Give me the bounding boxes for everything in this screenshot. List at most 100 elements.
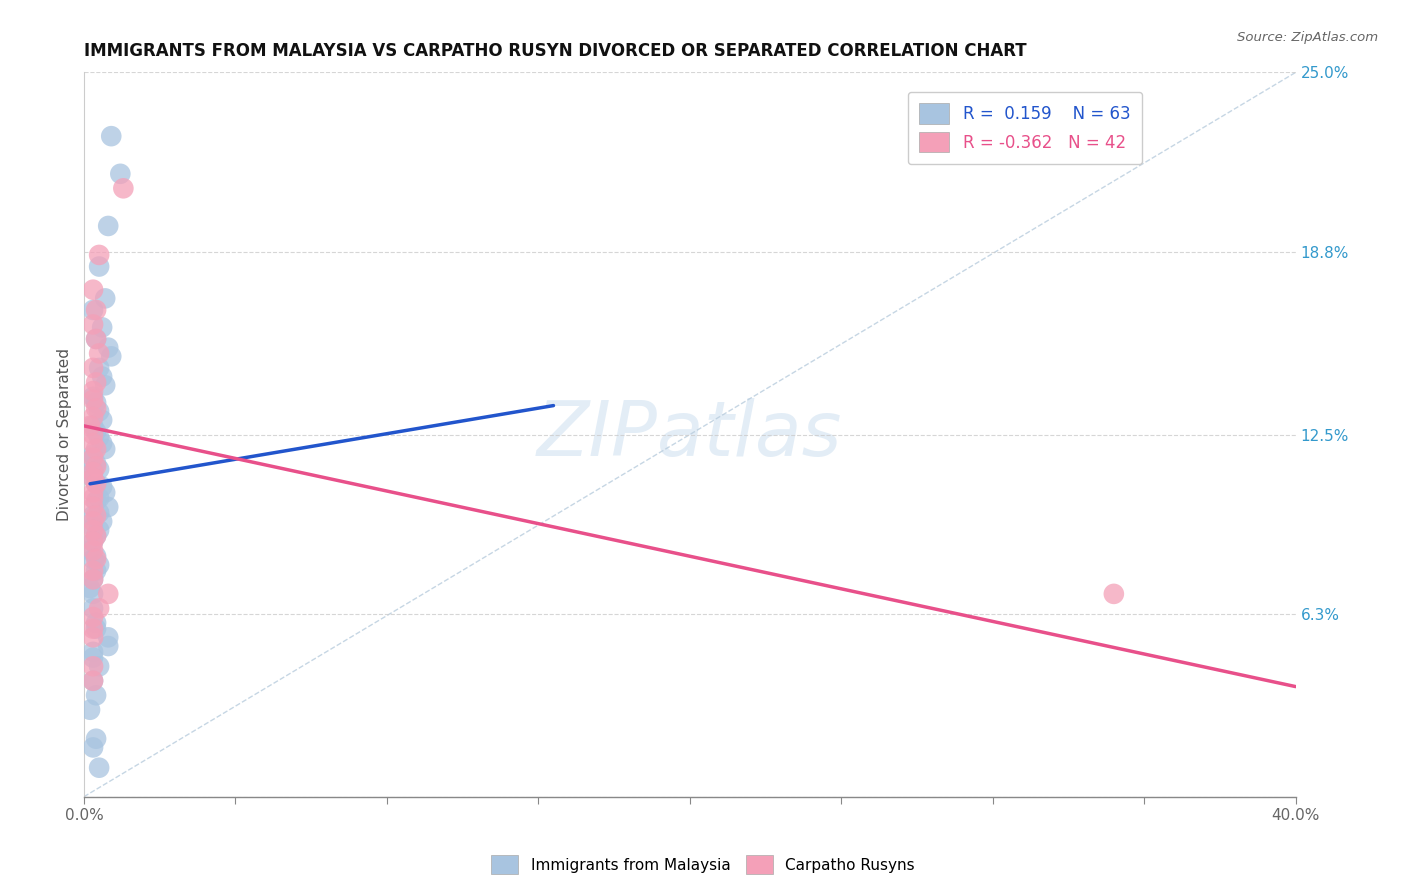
Point — [91, 413, 114, 427]
Point — [1102, 587, 1125, 601]
Point — [84, 459, 107, 474]
Point — [84, 376, 107, 390]
Point — [91, 515, 114, 529]
Point — [100, 349, 122, 363]
Text: ZIPatlas: ZIPatlas — [537, 398, 842, 472]
Point — [82, 448, 104, 462]
Point — [82, 465, 104, 479]
Point — [82, 318, 104, 332]
Point — [82, 587, 104, 601]
Point — [82, 573, 104, 587]
Point — [82, 471, 104, 485]
Text: IMMIGRANTS FROM MALAYSIA VS CARPATHO RUSYN DIVORCED OR SEPARATED CORRELATION CHA: IMMIGRANTS FROM MALAYSIA VS CARPATHO RUS… — [84, 42, 1026, 60]
Point — [82, 418, 104, 433]
Point — [82, 427, 104, 442]
Point — [84, 395, 107, 409]
Point — [110, 167, 132, 181]
Point — [82, 610, 104, 624]
Point — [84, 549, 107, 564]
Point — [94, 485, 117, 500]
Point — [82, 564, 104, 578]
Point — [89, 360, 111, 375]
Point — [89, 404, 111, 418]
Point — [82, 410, 104, 425]
Point — [84, 529, 107, 543]
Point — [82, 500, 104, 514]
Point — [89, 761, 111, 775]
Point — [84, 476, 107, 491]
Point — [84, 529, 107, 543]
Point — [84, 622, 107, 636]
Point — [89, 260, 111, 274]
Point — [82, 534, 104, 549]
Point — [82, 631, 104, 645]
Point — [82, 673, 104, 688]
Point — [84, 688, 107, 702]
Point — [82, 465, 104, 479]
Point — [82, 303, 104, 318]
Point — [84, 494, 107, 508]
Point — [79, 581, 101, 595]
Point — [89, 601, 111, 615]
Point — [84, 332, 107, 346]
Point — [89, 462, 111, 476]
Point — [82, 543, 104, 558]
Point — [84, 303, 107, 318]
Point — [91, 320, 114, 334]
Point — [89, 523, 111, 537]
Point — [89, 430, 111, 444]
Point — [89, 248, 111, 262]
Point — [84, 457, 107, 471]
Point — [91, 369, 114, 384]
Point — [82, 573, 104, 587]
Point — [97, 587, 120, 601]
Point — [82, 520, 104, 534]
Point — [84, 552, 107, 566]
Point — [82, 360, 104, 375]
Legend: Immigrants from Malaysia, Carpatho Rusyns: Immigrants from Malaysia, Carpatho Rusyn… — [485, 849, 921, 880]
Point — [82, 534, 104, 549]
Point — [94, 378, 117, 392]
Point — [82, 436, 104, 450]
Point — [82, 523, 104, 537]
Point — [84, 615, 107, 630]
Point — [84, 332, 107, 346]
Point — [82, 659, 104, 673]
Point — [84, 564, 107, 578]
Point — [94, 442, 117, 456]
Point — [97, 341, 120, 355]
Point — [82, 450, 104, 465]
Point — [82, 515, 104, 529]
Point — [84, 401, 107, 416]
Point — [84, 508, 107, 523]
Point — [89, 659, 111, 673]
Point — [82, 471, 104, 485]
Point — [82, 552, 104, 566]
Point — [84, 442, 107, 456]
Point — [82, 673, 104, 688]
Point — [89, 558, 111, 572]
Point — [82, 485, 104, 500]
Point — [82, 601, 104, 615]
Point — [82, 384, 104, 398]
Text: Source: ZipAtlas.com: Source: ZipAtlas.com — [1237, 31, 1378, 45]
Point — [112, 181, 135, 195]
Point — [82, 390, 104, 404]
Point — [91, 480, 114, 494]
Point — [82, 650, 104, 665]
Point — [82, 491, 104, 506]
Point — [79, 703, 101, 717]
Point — [79, 543, 101, 558]
Point — [84, 425, 107, 439]
Point — [91, 436, 114, 450]
Point — [97, 500, 120, 514]
Point — [94, 292, 117, 306]
Point — [79, 418, 101, 433]
Point — [89, 491, 111, 506]
Legend: R =  0.159    N = 63, R = -0.362   N = 42: R = 0.159 N = 63, R = -0.362 N = 42 — [907, 92, 1142, 164]
Point — [89, 346, 111, 360]
Point — [84, 731, 107, 746]
Point — [82, 740, 104, 755]
Point — [97, 219, 120, 233]
Y-axis label: Divorced or Separated: Divorced or Separated — [58, 348, 72, 521]
